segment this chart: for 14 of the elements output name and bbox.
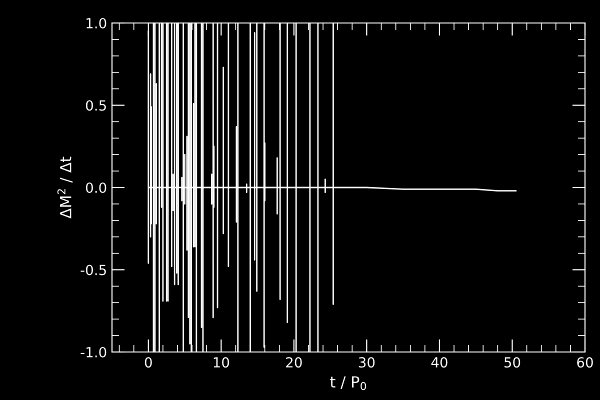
y-tick-label: 0.0 [86,182,106,193]
y-tick-label: -0.5 [80,264,106,276]
y-tick-label: 1.0 [86,18,106,28]
x-tick-label: 60 [577,357,593,368]
x-tick-label: 20 [286,357,302,368]
y-tick-label: 0.5 [86,100,106,111]
x-tick-label: 40 [431,357,448,368]
y-tick-label: -1.0 [80,346,106,358]
x-axis-title: t / P$_{0}$ [330,376,366,390]
y-axis-title: ΔM$^{2}$ / Δt [57,156,73,219]
x-tick-label: 10 [214,357,230,368]
x-tick-label: 0 [144,357,152,368]
x-tick-label: 30 [358,357,375,368]
x-tick-label: 50 [504,357,520,368]
